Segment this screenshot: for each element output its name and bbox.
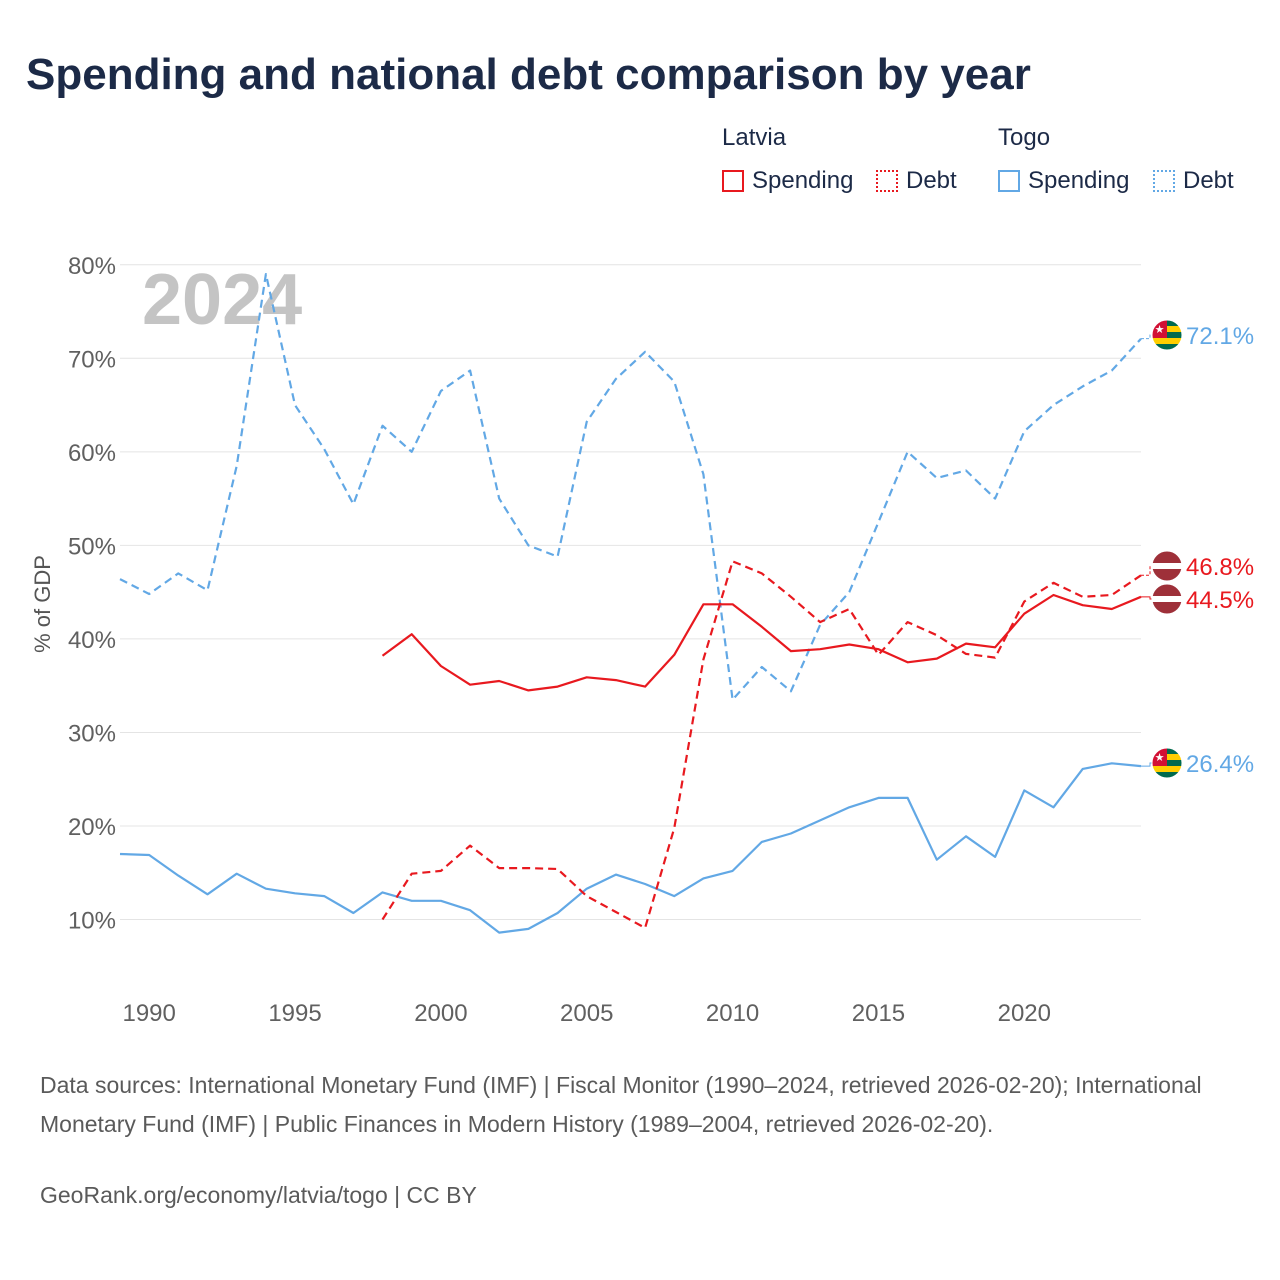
end-label-latvia-debt: 46.8% [1186,554,1254,581]
legend-group-latvia: Latvia [722,124,787,151]
end-label-connector [1141,565,1152,576]
grid-layer: 10% 20% 30% 40% 50% 60% 70% 80% 1990 1995 2000 2005… [68,253,1141,1027]
chart-title: Spending and national debt comparison by… [26,50,1031,99]
footer-sources: Data sources: International Monetary Fun… [40,1072,1202,1137]
end-label-togo-spending: 26.4% [1186,751,1254,778]
legend-togo-debt[interactable]: Debt [1153,166,1234,196]
legend-latvia-debt[interactable]: Debt [876,166,957,196]
series-togo-spending[interactable] [119,762,1142,934]
legend-swatch-dotted-red [876,170,898,192]
y-tick-label: 10% [68,908,116,935]
legend-group-togo: Togo [998,124,1051,151]
year-watermark: 2024 [142,260,302,340]
y-tick-label: 50% [68,533,116,560]
end-label-togo-debt: 72.1% [1186,323,1254,350]
end-label-layer: ★ 72.1% ★ 26.4% 46.8% 44.5% [1141,319,1254,779]
legend-swatch-dotted-blue [1153,170,1175,192]
y-axis-label: % of GDP [30,555,55,653]
y-tick-label: 40% [68,627,116,654]
x-tick-label: 2005 [560,1000,613,1027]
footer-link[interactable]: GeoRank.org/economy/latvia/togo | CC BY [40,1182,477,1208]
series-latvia-spending[interactable] [381,593,1142,692]
latvia-flag-icon [1151,550,1183,582]
y-tick-label: 80% [68,253,116,280]
legend-swatch-solid-blue [998,170,1020,192]
series-latvia-debt[interactable] [381,560,1142,929]
y-tick-label: 60% [68,440,116,467]
x-tick-label: 2020 [998,1000,1051,1027]
legend-togo-spending[interactable]: Spending [998,166,1129,196]
y-tick-label: 70% [68,346,116,373]
legend-togo-spending-label: Spending [1028,167,1130,194]
end-label-connector [1141,596,1152,600]
series-layer [119,273,1142,934]
legend-swatch-solid-red [722,170,744,192]
plot-area: 10% 20% 30% 40% 50% 60% 70% 80% 1990 1995 2000 2005… [30,253,1254,1027]
togo-flag-icon: ★ [1151,319,1183,351]
svg-text:★: ★ [1155,324,1165,336]
legend-togo-debt-label: Debt [1183,167,1234,194]
togo-flag-icon: ★ [1151,747,1183,779]
y-tick-label: 30% [68,720,116,747]
y-tick-label: 20% [68,814,116,841]
legend-latvia-spending-label: Spending [752,167,854,194]
svg-text:★: ★ [1155,752,1165,764]
x-tick-label: 1990 [122,1000,175,1027]
series-togo-debt[interactable] [119,273,1142,701]
legend-latvia-spending[interactable]: Spending [722,166,853,196]
end-label-connector [1141,762,1152,767]
x-tick-label: 2000 [414,1000,467,1027]
x-tick-label: 1995 [268,1000,321,1027]
x-tick-label: 2010 [706,1000,759,1027]
legend-latvia-debt-label: Debt [906,167,957,194]
end-label-connector [1141,334,1152,340]
end-label-latvia-spending: 44.5% [1186,587,1254,614]
x-tick-label: 2015 [852,1000,905,1027]
latvia-flag-icon [1151,583,1183,615]
